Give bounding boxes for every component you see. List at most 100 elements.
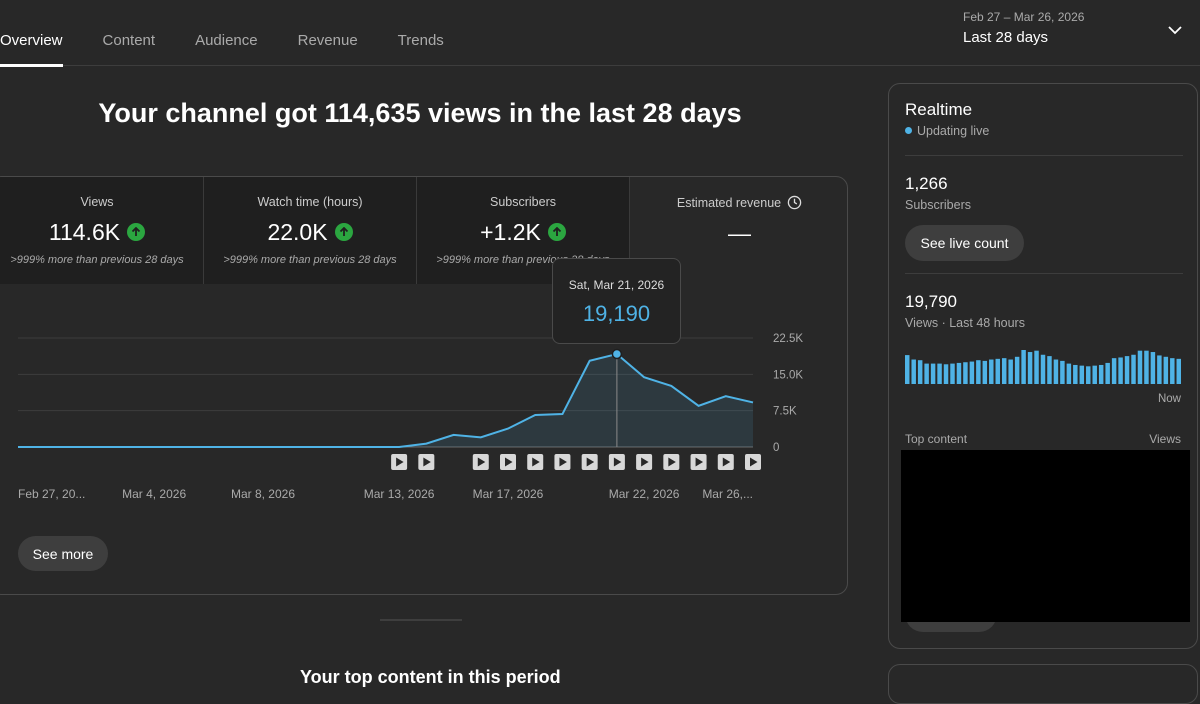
date-range-text: Feb 27 – Mar 26, 2026 <box>963 10 1085 24</box>
x-tick-label: Mar 17, 2026 <box>473 487 544 501</box>
tab-bar: Overview Content Audience Revenue Trends <box>0 0 484 67</box>
realtime-bar <box>1053 359 1059 384</box>
play-icon <box>722 457 731 467</box>
x-tick-label: Mar 13, 2026 <box>364 487 435 501</box>
play-icon <box>505 457 513 467</box>
realtime-views-label: Views · Last 48 hours <box>905 316 1025 330</box>
x-tick-label: Mar 22, 2026 <box>609 487 680 501</box>
views-line-chart[interactable]: 22.5K 15.0K 7.5K 0 Feb 27, 20... Mar 4, 2026 M… <box>0 0 848 520</box>
play-icon <box>396 457 404 467</box>
realtime-bar <box>1170 358 1175 384</box>
play-icon <box>641 457 649 467</box>
chart-tooltip: Sat, Mar 21, 2026 19,190 <box>552 258 681 344</box>
realtime-bar <box>943 364 949 384</box>
tab-audience[interactable]: Audience <box>195 32 258 49</box>
realtime-bar <box>905 355 910 384</box>
realtime-bar <box>1047 356 1052 384</box>
series-area <box>18 354 753 447</box>
realtime-bar <box>956 362 962 384</box>
realtime-views-value: 19,790 <box>905 292 957 311</box>
realtime-bar <box>1034 350 1039 384</box>
metric-value: 22.0K <box>267 218 328 245</box>
realtime-title: Realtime <box>905 100 973 119</box>
metric-value: — <box>728 219 751 246</box>
realtime-bar <box>1008 359 1013 384</box>
tab-content[interactable]: Content <box>102 32 156 49</box>
realtime-bar <box>1098 364 1104 384</box>
metric-views[interactable]: Views 114.6K >999% more than previous 28… <box>0 177 204 284</box>
see-live-count-button[interactable]: See live count <box>905 225 1024 261</box>
metric-comparison: >999% more than previous 28 days <box>10 254 184 266</box>
x-tick-label: Mar 8, 2026 <box>231 487 295 501</box>
realtime-subscribers-label: Subscribers <box>905 198 971 212</box>
realtime-bar <box>1137 350 1143 384</box>
realtime-bar <box>924 363 929 384</box>
realtime-bar <box>1021 350 1026 384</box>
metric-value: 114.6K <box>48 218 121 245</box>
realtime-bar <box>995 358 1000 384</box>
hover-point <box>611 348 623 360</box>
realtime-bar <box>982 360 988 384</box>
arrow-up-icon <box>334 223 353 241</box>
x-tick-label: Mar 4, 2026 <box>122 487 186 501</box>
top-bar: Overview Content Audience Revenue Trends… <box>0 0 1200 67</box>
see-more-button[interactable]: See more <box>18 536 108 571</box>
realtime-bar <box>1131 354 1136 384</box>
realtime-live-status: Updating live <box>905 124 989 138</box>
pager-indicator <box>380 619 462 621</box>
chevron-down-icon[interactable] <box>1167 22 1183 38</box>
realtime-bar <box>1111 358 1117 384</box>
realtime-bar <box>1014 356 1020 384</box>
tooltip-value: 19,190 <box>582 301 651 326</box>
realtime-bar <box>1144 350 1149 384</box>
realtime-bar <box>911 359 916 384</box>
date-range-label: Last 28 days <box>963 29 1049 46</box>
divider <box>905 273 1183 274</box>
play-icon <box>668 457 676 467</box>
realtime-bar <box>937 363 942 384</box>
play-icon <box>613 457 622 467</box>
metric-estimated-revenue[interactable]: Estimated revenue — <box>630 177 847 284</box>
y-tick-label: 7.5K <box>773 406 797 418</box>
metric-title: Subscribers <box>490 195 556 209</box>
metric-watch-time[interactable]: Watch time (hours) 22.0K >999% more than… <box>204 177 417 284</box>
realtime-bar <box>1040 354 1046 384</box>
realtime-bar <box>930 363 936 384</box>
top-content-views-label: Views <box>1149 432 1181 446</box>
tab-revenue[interactable]: Revenue <box>297 32 358 49</box>
realtime-bar <box>963 362 968 384</box>
realtime-bar <box>1176 358 1181 384</box>
arrow-up-icon <box>127 223 146 241</box>
realtime-bar <box>1060 360 1065 384</box>
realtime-bar <box>1092 365 1097 384</box>
realtime-bar <box>1073 364 1078 384</box>
top-content-heading: Your top content in this period <box>300 667 561 687</box>
realtime-bar <box>989 359 994 384</box>
realtime-bar <box>1079 365 1085 384</box>
live-label: Updating live <box>917 124 990 138</box>
realtime-bar <box>1066 363 1072 384</box>
next-card <box>888 664 1198 704</box>
tab-overview[interactable]: Overview <box>0 0 63 67</box>
realtime-bar <box>1124 356 1130 384</box>
realtime-bar <box>1157 355 1162 384</box>
page-headline: Your channel got 114,635 views in the la… <box>98 98 742 128</box>
y-tick-label: 0 <box>773 442 779 454</box>
realtime-bar <box>969 361 975 384</box>
realtime-bar <box>917 360 923 384</box>
play-icon <box>559 457 567 467</box>
play-icon <box>423 457 431 467</box>
metric-title: Estimated revenue <box>630 195 847 210</box>
tab-trends[interactable]: Trends <box>397 32 444 49</box>
date-range-picker[interactable]: Feb 27 – Mar 26, 2026 Last 28 days <box>963 10 1193 56</box>
top-content-label: Top content <box>905 432 968 446</box>
y-tick-label: 22.5K <box>773 333 803 345</box>
x-tick-label: Mar 26,... <box>702 487 753 501</box>
realtime-bar <box>976 360 981 384</box>
play-icon <box>586 457 595 467</box>
realtime-bar <box>1027 352 1033 384</box>
realtime-bar-chart[interactable] <box>905 350 1183 384</box>
arrow-up-icon <box>547 223 566 241</box>
metric-title-text: Estimated revenue <box>676 196 782 210</box>
play-icon <box>750 457 758 467</box>
